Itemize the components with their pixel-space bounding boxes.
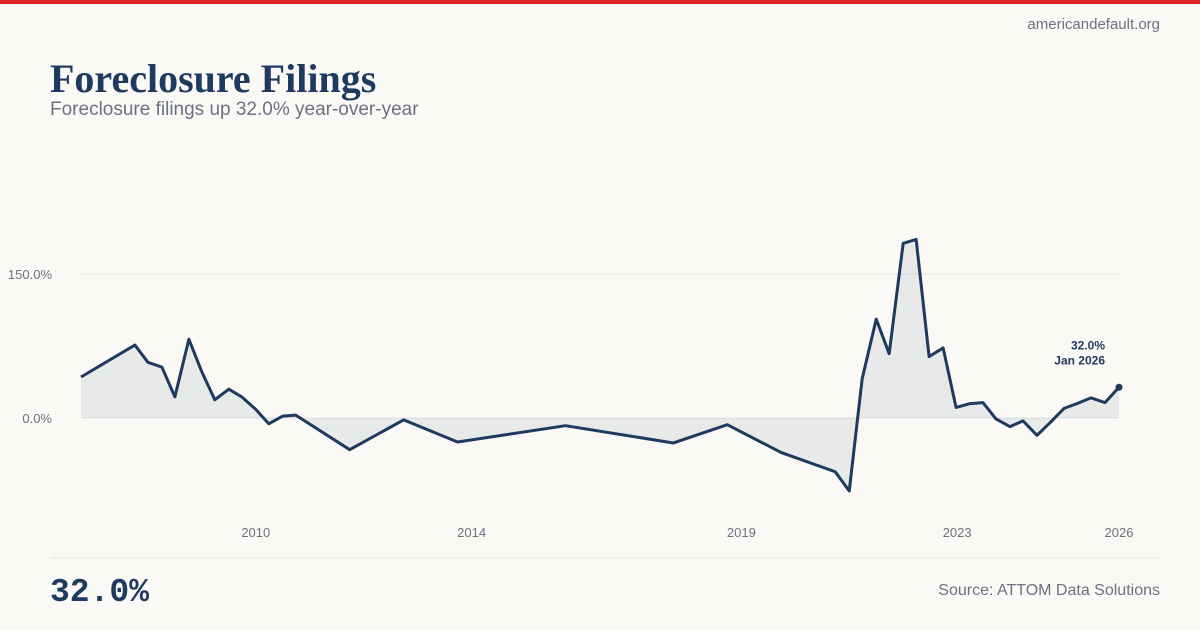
source: Source: ATTOM Data Solutions [938, 582, 1160, 599]
line [80, 237, 1121, 493]
chart-subtitle: Foreclosure filings up 32.0% year-over-y… [50, 99, 419, 120]
x-tick-label: 2014 [457, 525, 486, 540]
x-tick-label: 2019 [727, 525, 756, 540]
chart-title: Foreclosure Filings [50, 56, 376, 101]
top-bar [0, 0, 1200, 4]
annotation-value: 32.0% [1071, 338, 1105, 352]
headline: 32.0% [50, 574, 149, 611]
x-tick-label: 2026 [1105, 525, 1134, 540]
annotation-date: Jan 2026 [1054, 353, 1105, 367]
y-tick-label: 0.0% [22, 411, 52, 426]
x-tick-label: 2010 [241, 525, 270, 540]
area [81, 239, 1119, 491]
y-tick-label: 150.0% [8, 267, 53, 282]
end-point [1115, 383, 1123, 391]
site: americandefault.org [1027, 16, 1160, 33]
x-tick-label: 2023 [943, 525, 972, 540]
